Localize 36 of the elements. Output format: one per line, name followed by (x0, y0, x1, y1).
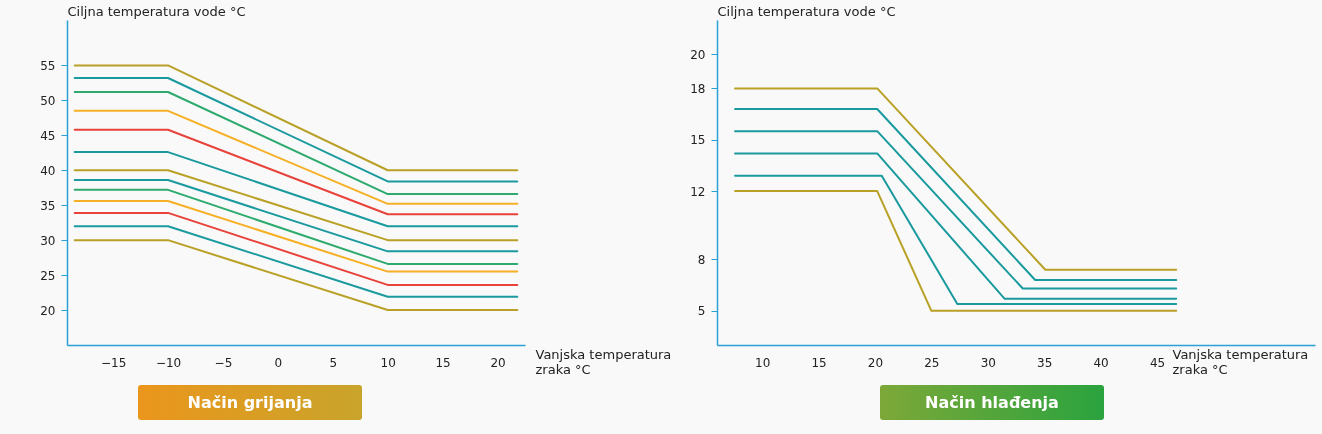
x-tick-label: 10 (380, 355, 396, 370)
x-axis-title: Vanjska temperatura zraka °C (1172, 346, 1309, 377)
x-tick-label: 40 (1093, 355, 1109, 370)
y-tick-label: 50 (40, 93, 56, 108)
x-tick-label: 30 (980, 355, 996, 370)
x-tick-label: 20 (867, 355, 884, 370)
y-tick-label: 25 (40, 268, 56, 283)
y-tick-label: 15 (690, 133, 706, 148)
y-tick-label: 40 (40, 163, 56, 178)
x-tick-label: 20 (490, 355, 506, 370)
caption-badge: Način grijanja (138, 385, 362, 420)
y-tick-label: 20 (40, 303, 56, 318)
y-tick-label: 55 (40, 58, 56, 73)
caption-badge: Način hlađenja (880, 385, 1104, 420)
y-tick-label: 35 (40, 198, 56, 213)
x-tick-label: 0 (274, 355, 283, 370)
x-tick-label: 10 (754, 355, 771, 370)
y-tick-label: 8 (697, 252, 706, 267)
y-axis-title: Ciljna temperatura vode °C (67, 3, 246, 19)
x-tick-label: −10 (155, 355, 182, 370)
x-tick-label: 15 (435, 355, 451, 370)
y-tick-label: 5 (697, 304, 706, 319)
y-tick-label: 45 (40, 128, 56, 143)
x-tick-label: 15 (811, 355, 827, 370)
x-tick-label: −5 (214, 355, 233, 370)
x-tick-label: 45 (1149, 355, 1166, 370)
y-tick-label: 12 (690, 184, 706, 199)
x-tick-label: 25 (924, 355, 940, 370)
x-tick-label: 5 (329, 355, 338, 370)
x-tick-label: −15 (100, 355, 127, 370)
x-axis-title: Vanjska temperatura zraka °C (535, 346, 672, 377)
x-tick-label: 35 (1037, 355, 1053, 370)
y-tick-label: 30 (40, 233, 56, 248)
y-axis-title: Ciljna temperatura vode °C (717, 3, 896, 19)
y-tick-label: 18 (690, 81, 706, 96)
y-tick-label: 20 (690, 47, 706, 62)
